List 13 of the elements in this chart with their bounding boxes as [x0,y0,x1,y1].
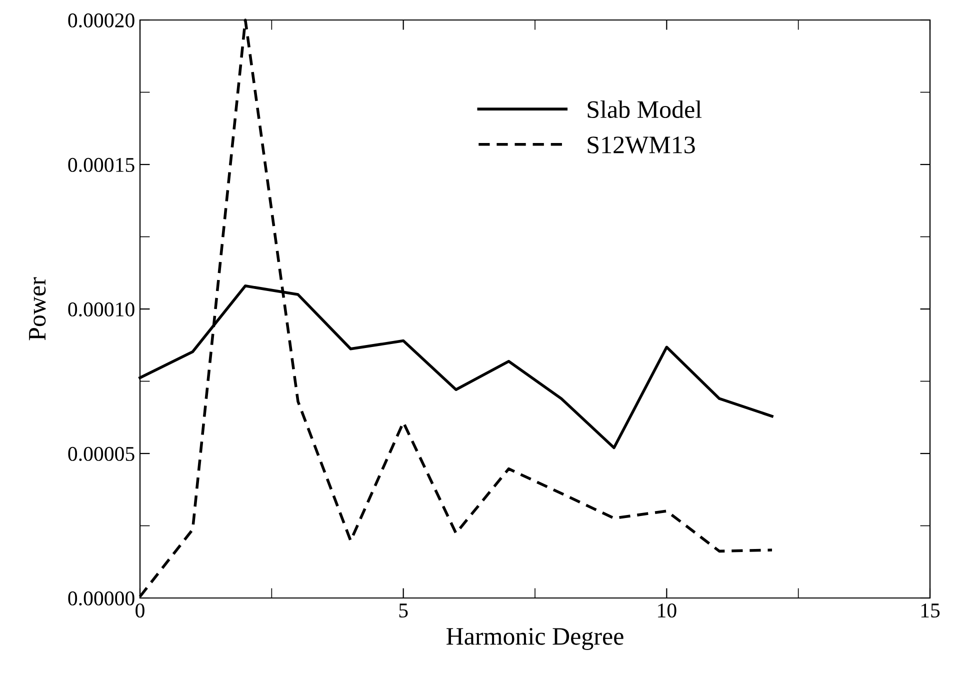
legend-label: S12WM13 [588,136,695,154]
y-tick-label: 0.00015 [68,158,134,172]
legend-label: Slab Model [588,100,702,118]
x-tick-label: 0 [136,603,144,618]
x-tick-label: 5 [399,604,408,618]
y-tick-label: 0.00000 [68,591,134,606]
y-tick-label: 0.00020 [68,13,134,28]
x-axis-title: Harmonic Degree [446,628,624,650]
y-tick-label: 0.00010 [68,302,134,317]
x-tick-label: 15 [921,604,940,618]
x-tick-label: 10 [658,603,676,618]
y-tick-label: 0.00005 [68,446,134,462]
y-axis-title: Power [29,277,46,340]
